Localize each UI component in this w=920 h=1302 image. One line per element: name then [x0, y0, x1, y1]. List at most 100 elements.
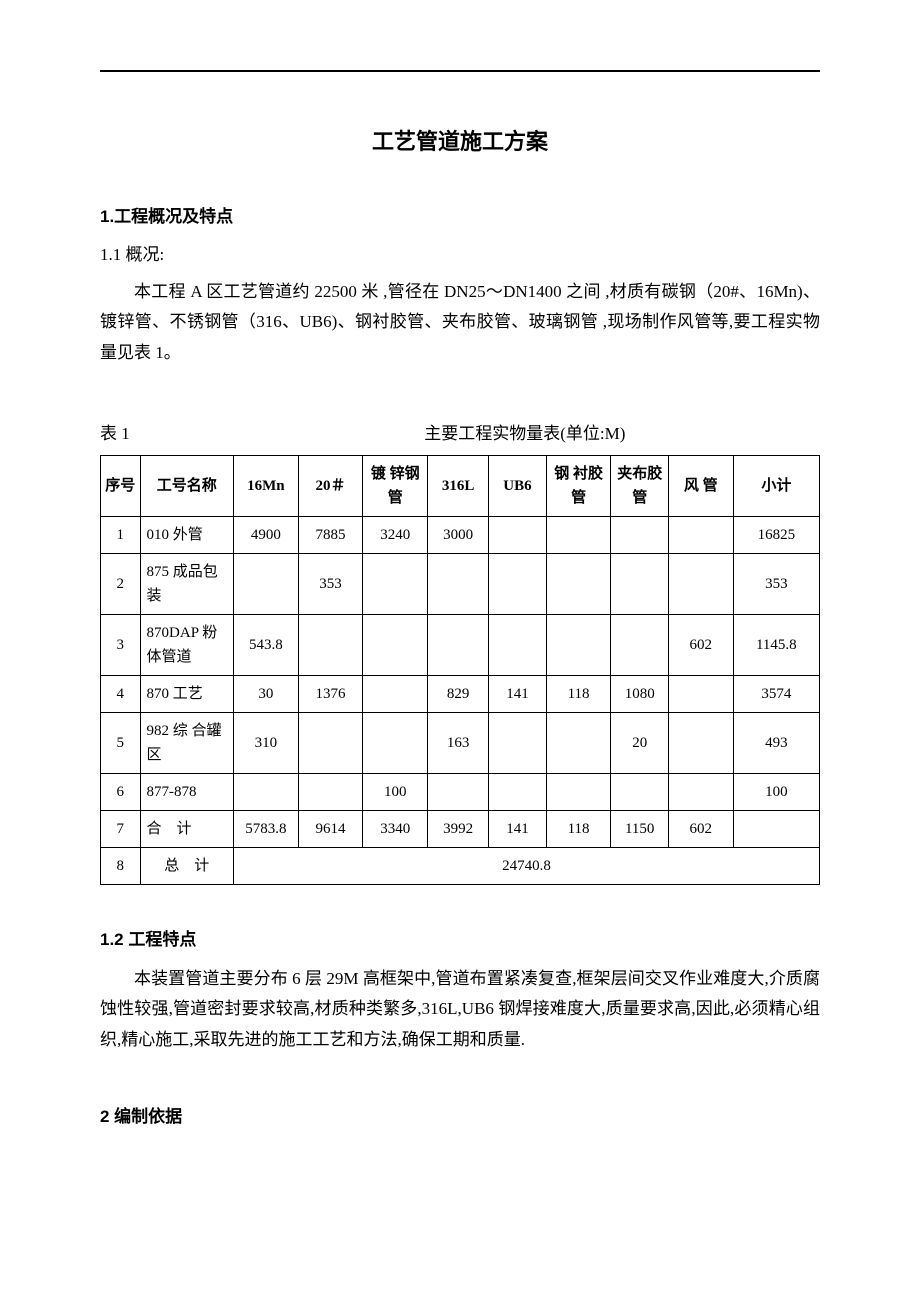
- table-cell: 118: [546, 676, 611, 713]
- table-cell: 总 计: [140, 848, 233, 885]
- table-header: 序号 工号名称 16Mn 20＃ 镀 锌钢 管 316L UB6 钢 衬胶 管 …: [101, 456, 820, 517]
- col-316l: 316L: [428, 456, 489, 517]
- table-cell: [546, 713, 611, 774]
- table-cell: [668, 554, 733, 615]
- table-cell: 4900: [234, 517, 299, 554]
- table-cell: [428, 554, 489, 615]
- table-row: 6877-878 100 100: [101, 774, 820, 811]
- table-row: 5982 综 合罐 区31016320493: [101, 713, 820, 774]
- col-20: 20＃: [298, 456, 363, 517]
- table-body: 1010 外管4900788532403000168252875 成品包装353…: [101, 517, 820, 885]
- table-cell: [428, 774, 489, 811]
- table-row: 1010 外管490078853240300016825: [101, 517, 820, 554]
- table-cell: 1376: [298, 676, 363, 713]
- table-cell: 1: [101, 517, 141, 554]
- table-cell: [363, 676, 428, 713]
- table-total-row: 8总 计24740.8: [101, 848, 820, 885]
- table-cell: 1080: [611, 676, 669, 713]
- table-cell: 875 成品包装: [140, 554, 233, 615]
- table-cell: 870 工艺: [140, 676, 233, 713]
- table-cell: [234, 554, 299, 615]
- table-cell: [298, 713, 363, 774]
- table-cell: 9614: [298, 811, 363, 848]
- col-16mn: 16Mn: [234, 456, 299, 517]
- table-cell: [611, 517, 669, 554]
- table-cell: 30: [234, 676, 299, 713]
- table-cell: 4: [101, 676, 141, 713]
- table-cell: 3: [101, 615, 141, 676]
- table-cell: [428, 615, 489, 676]
- section-1-2-para: 本装置管道主要分布 6 层 29M 高框架中,管道布置紧凑复查,框架层间交叉作业…: [100, 964, 820, 1056]
- table-cell: 310: [234, 713, 299, 774]
- table-row: 3870DAP 粉体管道543.86021145.8: [101, 615, 820, 676]
- table-cell: [611, 554, 669, 615]
- table-cell: [611, 615, 669, 676]
- table-cell: [489, 615, 547, 676]
- table-cell: [546, 774, 611, 811]
- table-cell: [668, 713, 733, 774]
- table-cell: [733, 811, 819, 848]
- table-cell: 100: [363, 774, 428, 811]
- col-seq: 序号: [101, 456, 141, 517]
- table-cell: 合 计: [140, 811, 233, 848]
- table-cell: 3000: [428, 517, 489, 554]
- quantity-table: 序号 工号名称 16Mn 20＃ 镀 锌钢 管 316L UB6 钢 衬胶 管 …: [100, 455, 820, 885]
- table-cell: [668, 676, 733, 713]
- table-cell: 8: [101, 848, 141, 885]
- document-title: 工艺管道施工方案: [100, 122, 820, 162]
- table-cell: [668, 517, 733, 554]
- col-name: 工号名称: [140, 456, 233, 517]
- table-cell: [489, 713, 547, 774]
- table-cell: [363, 713, 428, 774]
- table-cell: [363, 554, 428, 615]
- table-cell: 870DAP 粉体管道: [140, 615, 233, 676]
- table-cell: [363, 615, 428, 676]
- section-1-1-label: 1.1 概况:: [100, 240, 820, 271]
- table-cell: 7: [101, 811, 141, 848]
- table-cell: 602: [668, 811, 733, 848]
- table-cell: 2: [101, 554, 141, 615]
- table-total-value: 24740.8: [234, 848, 820, 885]
- table-cell: 5: [101, 713, 141, 774]
- table-cell: 877-878: [140, 774, 233, 811]
- table-cell: 16825: [733, 517, 819, 554]
- col-subtotal: 小计: [733, 456, 819, 517]
- table-cell: 010 外管: [140, 517, 233, 554]
- table-cell: 3240: [363, 517, 428, 554]
- table-row: 2875 成品包装 353 353: [101, 554, 820, 615]
- table-cell: 3992: [428, 811, 489, 848]
- col-ub6: UB6: [489, 456, 547, 517]
- table-cell: [611, 774, 669, 811]
- table-cell: 100: [733, 774, 819, 811]
- top-rule: [100, 70, 820, 72]
- table-cell: 3340: [363, 811, 428, 848]
- table-cell: [668, 774, 733, 811]
- table-cell: 602: [668, 615, 733, 676]
- table-cell: 982 综 合罐 区: [140, 713, 233, 774]
- table-cell: [489, 774, 547, 811]
- table-cell: 353: [298, 554, 363, 615]
- section-1-heading: 1.工程概况及特点: [100, 202, 820, 233]
- table-cell: 3574: [733, 676, 819, 713]
- table-cell: [489, 554, 547, 615]
- section-2-heading: 2 编制依据: [100, 1102, 820, 1133]
- table-cell: 20: [611, 713, 669, 774]
- table-cell: [234, 774, 299, 811]
- table-cell: [546, 615, 611, 676]
- table-cell: [298, 774, 363, 811]
- table-cell: 141: [489, 676, 547, 713]
- table-cell: 5783.8: [234, 811, 299, 848]
- col-cloth-lined: 夹布胶管: [611, 456, 669, 517]
- table-cell: 141: [489, 811, 547, 848]
- table-cell: [546, 554, 611, 615]
- table-cell: 1145.8: [733, 615, 819, 676]
- section-1-2-heading: 1.2 工程特点: [100, 925, 820, 956]
- table-cell: 6: [101, 774, 141, 811]
- col-wind: 风 管: [668, 456, 733, 517]
- table-cell: 353: [733, 554, 819, 615]
- col-galv: 镀 锌钢 管: [363, 456, 428, 517]
- col-steel-lined: 钢 衬胶 管: [546, 456, 611, 517]
- table-cell: [489, 517, 547, 554]
- table-row: 7合 计5783.89614334039921411181150602: [101, 811, 820, 848]
- table-row: 4870 工艺30137682914111810803574: [101, 676, 820, 713]
